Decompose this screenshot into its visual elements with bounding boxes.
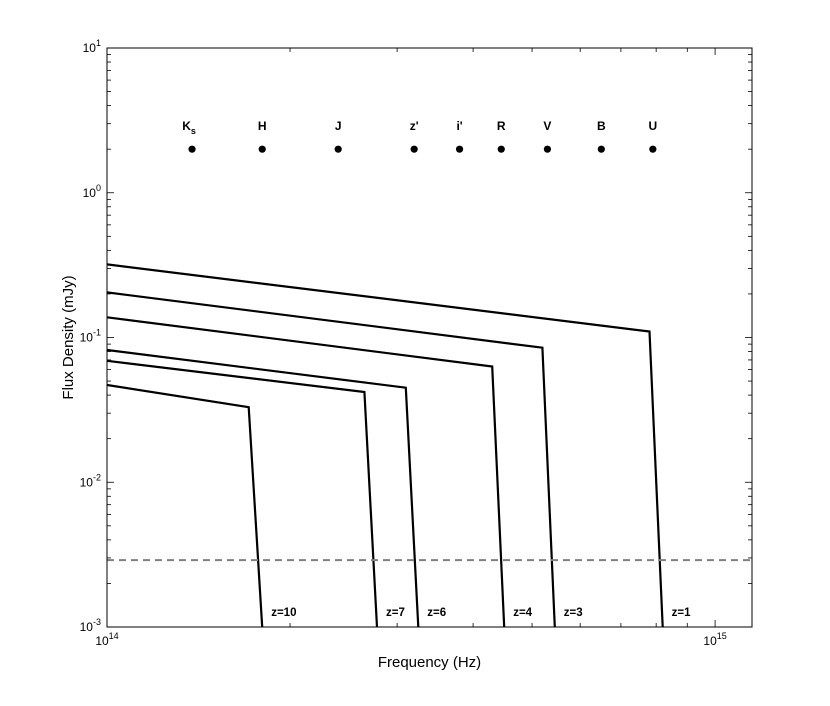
x-axis-title: Frequency (Hz) xyxy=(378,654,481,671)
y-axis-title: Flux Density (mJy) xyxy=(60,275,77,399)
band-point-z' xyxy=(410,145,418,153)
band-point-K xyxy=(188,145,196,153)
band-label: H xyxy=(258,119,267,133)
band-label: J xyxy=(335,119,342,133)
curve-label-z=7: z=7 xyxy=(386,607,405,619)
band-label: z' xyxy=(410,119,419,133)
series-line-z=6 xyxy=(107,348,420,627)
curve-label-z=4: z=4 xyxy=(513,607,532,619)
y-tick-label: 10-2 xyxy=(80,472,101,489)
band-label: i' xyxy=(456,119,462,133)
band-point-J xyxy=(334,145,342,153)
band-point-U xyxy=(649,145,657,153)
y-tick-label: 10-3 xyxy=(80,617,101,634)
band-label: Ks xyxy=(182,119,196,136)
series-line-z=4 xyxy=(107,316,506,627)
y-tick-label: 10-1 xyxy=(80,328,101,345)
band-label: B xyxy=(597,119,606,133)
curve-label-z=10: z=10 xyxy=(271,607,296,619)
curve-label-z=3: z=3 xyxy=(564,607,583,619)
band-point-B xyxy=(597,145,605,153)
plot-series-area xyxy=(107,263,752,627)
series-line-z=3 xyxy=(107,291,556,627)
band-point-R xyxy=(497,145,505,153)
y-tick-label: 100 xyxy=(83,183,101,200)
band-label: V xyxy=(543,119,551,133)
series-line-z=7 xyxy=(107,359,379,627)
axis-ticks: 10-3 10-2 10-1 100 101 1014 1015 xyxy=(80,38,752,648)
band-point-V xyxy=(543,145,552,153)
band-label: U xyxy=(649,119,658,133)
x-tick-label: 1015 xyxy=(703,631,726,648)
curve-label-z=6: z=6 xyxy=(427,607,446,619)
curve-labels: z=1 z=3 z=4 z=6 z=7 z=10 xyxy=(271,607,691,619)
series-line-z=10 xyxy=(107,383,264,627)
curve-label-z=1: z=1 xyxy=(672,607,691,619)
x-tick-label: 1014 xyxy=(95,631,118,648)
series-line-z=1 xyxy=(107,263,664,627)
band-point-i' xyxy=(455,145,464,153)
band-point-H xyxy=(258,145,266,153)
y-tick-label: 101 xyxy=(83,38,101,55)
band-label: R xyxy=(497,119,506,133)
